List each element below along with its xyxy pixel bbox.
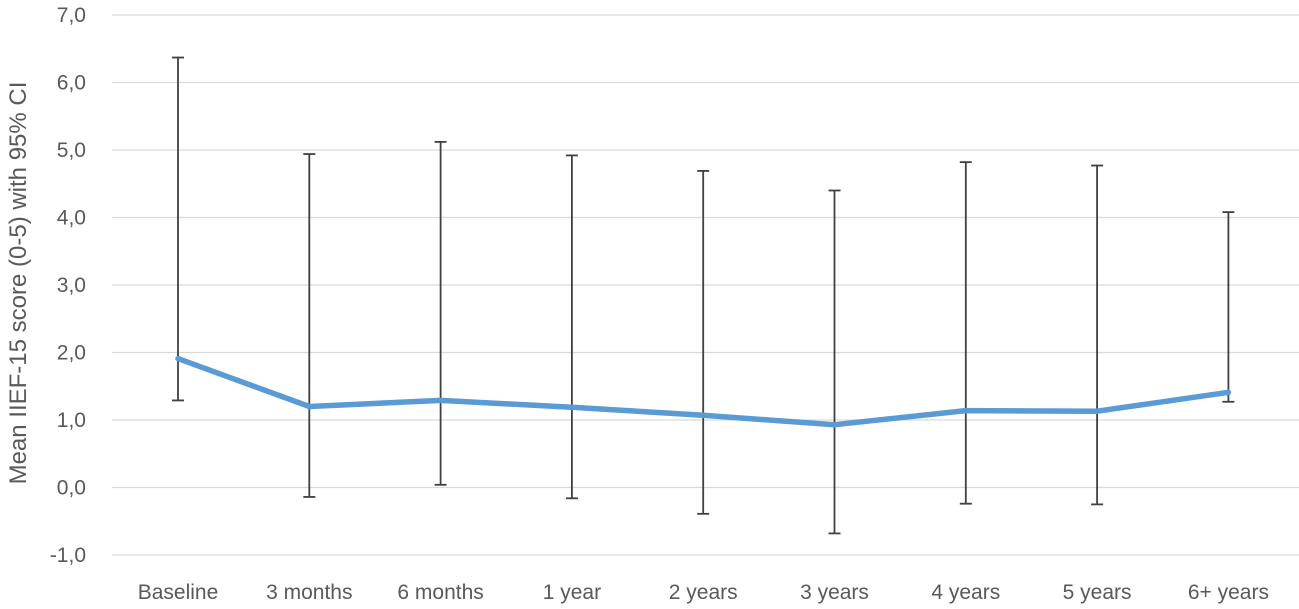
x-tick-label: Baseline bbox=[138, 581, 219, 604]
data-point bbox=[701, 413, 706, 418]
data-point bbox=[569, 404, 575, 410]
x-tick-label: 3 months bbox=[266, 581, 352, 604]
x-tick-label: 5 years bbox=[1063, 581, 1132, 604]
error-bar bbox=[959, 161, 972, 505]
x-tick-label: 1 year bbox=[543, 581, 601, 604]
x-tick-label: 6 months bbox=[397, 581, 483, 604]
error-bar bbox=[434, 140, 447, 486]
error-bar bbox=[565, 154, 578, 500]
error-bar bbox=[697, 170, 710, 515]
error-bar bbox=[1222, 211, 1235, 403]
x-tick-labels: Baseline 3 months 6 months 1 year 2 years 3 y… bbox=[138, 581, 1269, 604]
data-point bbox=[175, 356, 181, 361]
error-bar bbox=[828, 189, 841, 535]
error-bar bbox=[303, 153, 316, 498]
y-tick-label: 4,0 bbox=[57, 207, 86, 230]
y-tick-label: 1,0 bbox=[57, 409, 86, 432]
series-lines bbox=[175, 355, 1232, 428]
error-bars bbox=[172, 56, 1235, 535]
x-tick-label: 3 years bbox=[800, 581, 869, 604]
data-point bbox=[832, 422, 837, 427]
data-point bbox=[1226, 390, 1231, 395]
x-tick-label: 2 years bbox=[669, 581, 738, 604]
data-point bbox=[307, 404, 312, 409]
y-tick-label: 2,0 bbox=[57, 342, 86, 365]
y-tick-labels: 7,0 6,0 5,0 4,0 3,0 2,0 1,0 0,0 -1,0 bbox=[50, 4, 86, 567]
gridlines bbox=[112, 14, 1299, 556]
x-tick-label: 4 years bbox=[931, 581, 1000, 604]
y-tick-label: 5,0 bbox=[57, 139, 86, 162]
data-point bbox=[438, 398, 443, 403]
y-tick-label: 0,0 bbox=[57, 477, 86, 500]
x-tick-label: 6+ years bbox=[1188, 581, 1269, 604]
y-axis-title: Mean IIEF-15 score (0-5) with 95% CI bbox=[5, 82, 32, 485]
data-point bbox=[1094, 409, 1100, 414]
data-point bbox=[963, 408, 968, 413]
y-tick-label: -1,0 bbox=[50, 544, 86, 567]
y-tick-label: 6,0 bbox=[57, 72, 86, 95]
y-tick-label: 7,0 bbox=[57, 4, 86, 27]
y-tick-label: 3,0 bbox=[57, 274, 86, 297]
error-bar bbox=[1091, 164, 1104, 506]
error-bar bbox=[172, 56, 184, 402]
